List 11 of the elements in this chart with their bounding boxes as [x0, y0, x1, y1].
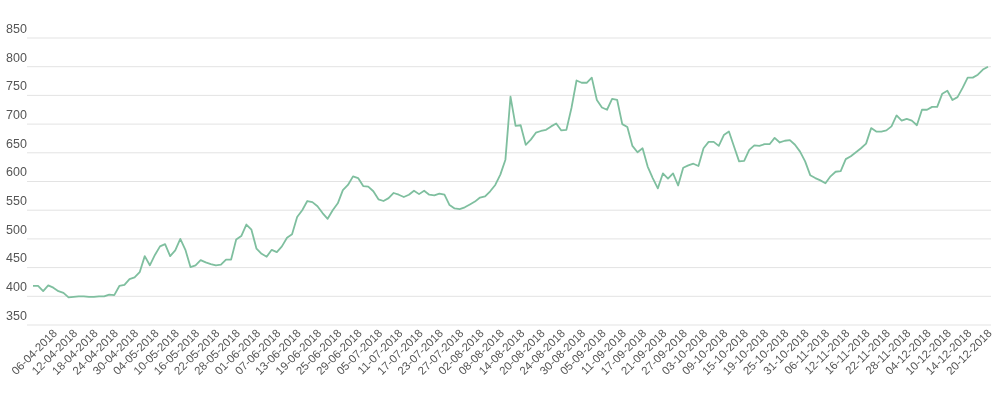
y-tick-label: 850	[6, 21, 27, 36]
y-tick-label: 450	[6, 251, 27, 266]
y-tick-label: 500	[6, 222, 27, 237]
y-tick-label: 400	[6, 280, 27, 295]
y-tick-label: 750	[6, 79, 27, 94]
y-tick-label: 600	[6, 165, 27, 180]
y-tick-label: 650	[6, 136, 27, 151]
y-tick-label: 800	[6, 50, 27, 65]
y-tick-label: 550	[6, 194, 27, 209]
y-tick-label: 350	[6, 308, 27, 323]
y-tick-label: 700	[6, 107, 27, 122]
